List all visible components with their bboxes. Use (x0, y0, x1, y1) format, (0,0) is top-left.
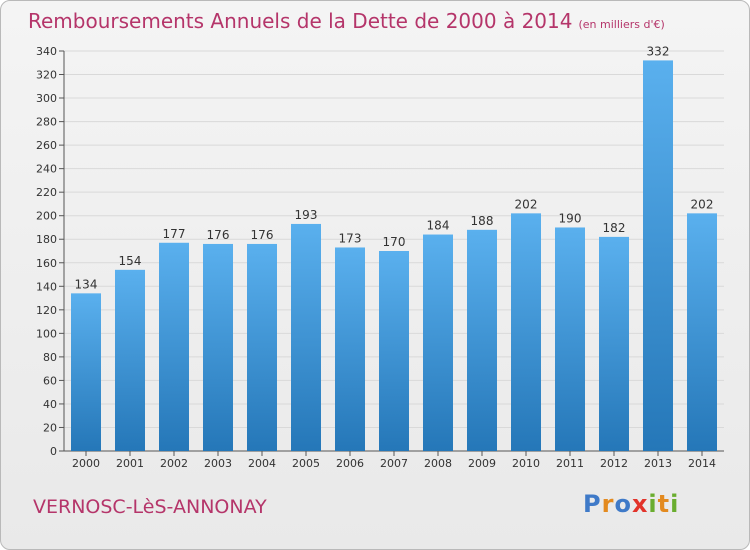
y-tick-label: 100 (36, 327, 57, 340)
data-label-2012: 182 (603, 221, 626, 235)
y-tick-label: 180 (36, 233, 57, 246)
data-label-2002: 177 (163, 227, 186, 241)
y-tick-label: 340 (36, 45, 57, 58)
data-label-2004: 176 (251, 228, 274, 242)
x-tick-label: 2004 (248, 457, 276, 470)
y-tick-label: 240 (36, 163, 57, 176)
bars (71, 60, 717, 451)
data-label-2005: 193 (295, 208, 318, 222)
x-tick-label: 2005 (292, 457, 320, 470)
x-tick-label: 2007 (380, 457, 408, 470)
bar-2004 (247, 243, 277, 451)
x-tick-label: 2008 (424, 457, 452, 470)
bar-2013 (643, 60, 673, 451)
x-tick-label: 2003 (204, 457, 232, 470)
y-tick-label: 140 (36, 280, 57, 293)
bar-2006 (335, 247, 365, 451)
chart-subtitle: (en milliers d'€) (578, 18, 665, 31)
x-tick-label: 2001 (116, 457, 144, 470)
data-label-2011: 190 (559, 211, 582, 225)
y-tick-label: 120 (36, 304, 57, 317)
y-tick-label: 200 (36, 210, 57, 223)
y-tick-label: 80 (43, 351, 57, 364)
y-tick-label: 60 (43, 374, 57, 387)
bar-2003 (203, 243, 233, 451)
x-tick-label: 2011 (556, 457, 584, 470)
data-label-2003: 176 (207, 228, 230, 242)
bar-2012 (599, 236, 629, 451)
data-label-2010: 202 (515, 197, 538, 211)
y-tick-label: 320 (36, 69, 57, 82)
town-name: VERNOSC-LèS-ANNONAY (33, 496, 267, 518)
y-tick-label: 160 (36, 257, 57, 270)
bar-2005 (291, 223, 321, 451)
y-tick-label: 40 (43, 398, 57, 411)
bar-2014 (687, 213, 717, 451)
y-tick-label: 0 (50, 445, 57, 458)
data-label-2009: 188 (471, 214, 494, 228)
bar-2008 (423, 234, 453, 451)
x-tick-label: 2010 (512, 457, 540, 470)
bar-2009 (467, 229, 497, 451)
data-label-2001: 154 (119, 254, 142, 268)
bar-2001 (115, 269, 145, 451)
labels: 0 20 40 60 80 100 120 140 160 180 200 220 240 260 280 3… (36, 44, 716, 470)
x-tick-label: 2009 (468, 457, 496, 470)
x-tick-label: 2012 (600, 457, 628, 470)
x-tick-label: 2013 (644, 457, 672, 470)
y-tick-label: 220 (36, 186, 57, 199)
x-tick-label: 2006 (336, 457, 364, 470)
y-tick-label: 280 (36, 116, 57, 129)
x-tick-label: 2000 (72, 457, 100, 470)
y-tick-label: 300 (36, 92, 57, 105)
data-label-2007: 170 (383, 235, 406, 249)
data-label-2006: 173 (339, 231, 362, 245)
bar-2010 (511, 213, 541, 451)
x-tick-label: 2002 (160, 457, 188, 470)
x-tick-label: 2014 (688, 457, 716, 470)
proxiti-logo[interactable]: Proxiti (583, 490, 680, 518)
data-label-2013: 332 (647, 44, 670, 58)
bar-2000 (71, 293, 101, 451)
y-tick-label: 260 (36, 139, 57, 152)
data-label-2000: 134 (75, 277, 98, 291)
bar-2007 (379, 251, 409, 451)
data-label-2014: 202 (691, 197, 714, 211)
y-tick-label: 20 (43, 421, 57, 434)
bar-2011 (555, 227, 585, 451)
data-label-2008: 184 (427, 219, 450, 233)
chart-title: Remboursements Annuels de la Dette de 20… (28, 9, 665, 33)
bar-2002 (159, 242, 189, 451)
